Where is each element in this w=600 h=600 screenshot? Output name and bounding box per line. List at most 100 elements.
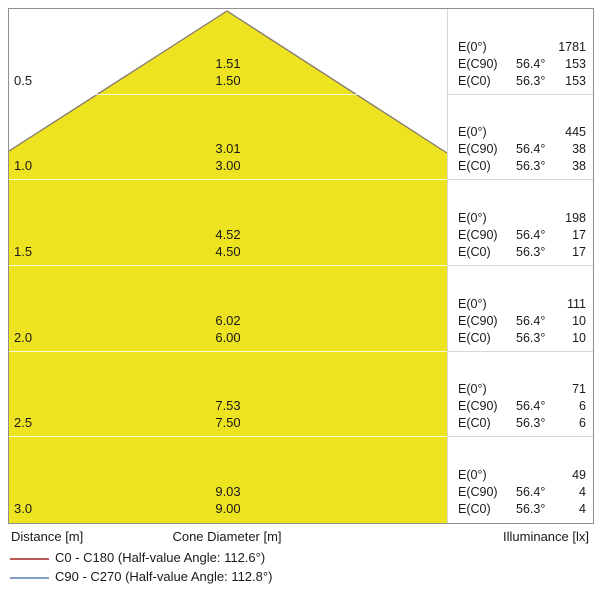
ec0-value: 38 <box>572 159 586 174</box>
ec0-label: E(C0) <box>458 159 491 174</box>
cone-diameter-c90: 1.51 <box>215 55 241 71</box>
ec0-angle: 56.3° <box>516 330 546 345</box>
distance-value: 1.5 <box>14 244 33 260</box>
cone-diameter-values: 3.01 3.00 <box>9 140 447 174</box>
light-cone-canvas <box>9 10 448 523</box>
cone-row-2.5m: 2.5 7.53 7.50 E(0°) 71 E(C90) 56.4° 6 E(C0)… <box>9 352 593 438</box>
ec0-value: 4 <box>579 502 586 517</box>
axis-labels: Distance [m] Cone Diameter [m] Illuminan… <box>8 529 593 545</box>
distance-value: 0.5 <box>14 72 33 88</box>
e0-value: 1781 <box>558 39 586 54</box>
ec0-value: 6 <box>579 416 586 431</box>
ec0-label: E(C0) <box>458 73 491 88</box>
ec90-label: E(C90) <box>458 56 498 71</box>
distance-rows: 0.5 1.51 1.50 E(0°) 1781 E(C90) 56.4° 153 E… <box>9 9 593 523</box>
illuminance-block: E(0°) 1781 E(C90) 56.4° 153 E(C0) 56.3° 153 <box>447 39 593 90</box>
cone-diameter-c90: 9.03 <box>215 484 241 500</box>
cone-row-3.0m: 3.0 9.03 9.00 E(0°) 49 E(C90) 56.4° 4 E(C0)… <box>9 437 593 523</box>
ec0-value: 17 <box>572 245 586 260</box>
ec90-label: E(C90) <box>458 485 498 500</box>
legend: C0 - C180 (Half-value Angle: 112.6°) C90… <box>8 549 428 587</box>
ec0-angle: 56.3° <box>516 245 546 260</box>
cone-diameter-c90: 6.02 <box>215 312 241 328</box>
cone-diameter-values: 6.02 6.00 <box>9 312 447 346</box>
e0-value: 198 <box>565 211 586 226</box>
ec90-label: E(C90) <box>458 399 498 414</box>
e0-label: E(0°) <box>458 468 487 483</box>
c90-c270-legend-label: C90 - C270 (Half-value Angle: 112.8°) <box>55 569 273 584</box>
illuminance-block: E(0°) 198 E(C90) 56.4° 17 E(C0) 56.3° 17 <box>447 210 593 261</box>
ec90-angle: 56.4° <box>516 228 546 243</box>
e0-label: E(0°) <box>458 125 487 140</box>
cone-diameter-values: 9.03 9.00 <box>9 483 447 517</box>
c0-c180-legend-label: C0 - C180 (Half-value Angle: 112.6°) <box>55 550 266 565</box>
ec90-value: 17 <box>572 228 586 243</box>
ec0-label: E(C0) <box>458 502 491 517</box>
ec90-value: 4 <box>579 485 586 500</box>
ec0-label: E(C0) <box>458 330 491 345</box>
legend-row-c0: C0 - C180 (Half-value Angle: 112.6°) <box>8 549 428 568</box>
cone-diameter-axis-label: Cone Diameter [m] <box>172 529 282 544</box>
distance-value: 1.0 <box>14 158 33 174</box>
illuminance-block: E(0°) 445 E(C90) 56.4° 38 E(C0) 56.3° 38 <box>447 124 593 175</box>
legend-row-c90: C90 - C270 (Half-value Angle: 112.8°) <box>8 568 428 587</box>
cone-diameter-values: 7.53 7.50 <box>9 397 447 431</box>
cone-diagram-plot: 0.5 1.51 1.50 E(0°) 1781 E(C90) 56.4° 153 E… <box>8 8 594 524</box>
ec90-value: 10 <box>572 313 586 328</box>
c90-c270-line-icon <box>10 577 49 579</box>
ec90-angle: 56.4° <box>516 485 546 500</box>
ec90-angle: 56.4° <box>516 56 546 71</box>
illuminance-block: E(0°) 49 E(C90) 56.4° 4 E(C0) 56.3° 4 <box>447 467 593 518</box>
cone-diameter-values: 4.52 4.50 <box>9 226 447 260</box>
cone-diameter-c0: 9.00 <box>215 501 241 517</box>
cone-diameter-c0: 7.50 <box>215 415 241 431</box>
light-cone-polygon <box>9 11 447 523</box>
distance-value: 2.0 <box>14 329 33 345</box>
illuminance-column-divider <box>447 9 448 523</box>
cone-row-2.0m: 2.0 6.02 6.00 E(0°) 111 E(C90) 56.4° 10 E(C… <box>9 266 593 352</box>
cone-diameter-c90: 7.53 <box>215 398 241 414</box>
ec90-value: 38 <box>572 142 586 157</box>
e0-label: E(0°) <box>458 211 487 226</box>
ec0-angle: 56.3° <box>516 416 546 431</box>
ec90-value: 6 <box>579 399 586 414</box>
ec90-label: E(C90) <box>458 228 498 243</box>
ec0-value: 10 <box>572 330 586 345</box>
cone-diameter-c0: 3.00 <box>215 158 241 174</box>
e0-value: 445 <box>565 125 586 140</box>
ec0-value: 153 <box>565 73 586 88</box>
ec90-value: 153 <box>565 56 586 71</box>
e0-label: E(0°) <box>458 382 487 397</box>
cone-row-1.5m: 1.5 4.52 4.50 E(0°) 198 E(C90) 56.4° 17 E(C… <box>9 180 593 266</box>
illuminance-block: E(0°) 71 E(C90) 56.4° 6 E(C0) 56.3° 6 <box>447 381 593 432</box>
ec90-label: E(C90) <box>458 313 498 328</box>
ec90-angle: 56.4° <box>516 142 546 157</box>
e0-label: E(0°) <box>458 39 487 54</box>
ec0-angle: 56.3° <box>516 73 546 88</box>
cone-diameter-c0: 6.00 <box>215 329 241 345</box>
e0-value: 111 <box>566 296 586 311</box>
cone-row-1.0m: 1.0 3.01 3.00 E(0°) 445 E(C90) 56.4° 38 E(C… <box>9 95 593 181</box>
cone-diameter-c0: 4.50 <box>215 244 241 260</box>
distance-value: 2.5 <box>14 415 33 431</box>
ec90-angle: 56.4° <box>516 399 546 414</box>
ec90-angle: 56.4° <box>516 313 546 328</box>
cone-row-0.5m: 0.5 1.51 1.50 E(0°) 1781 E(C90) 56.4° 153 E… <box>9 9 593 95</box>
distance-axis-label: Distance [m] <box>11 529 84 544</box>
cone-diameter-c90: 3.01 <box>215 141 241 157</box>
ec0-label: E(C0) <box>458 416 491 431</box>
cone-diameter-values: 1.51 1.50 <box>9 55 447 89</box>
illuminance-block: E(0°) 111 E(C90) 56.4° 10 E(C0) 56.3° 10 <box>447 296 593 347</box>
e0-label: E(0°) <box>458 296 487 311</box>
ec0-label: E(C0) <box>458 245 491 260</box>
ec0-angle: 56.3° <box>516 502 546 517</box>
ec0-angle: 56.3° <box>516 159 546 174</box>
cone-diameter-c0: 1.50 <box>215 72 241 88</box>
c0-c180-line-icon <box>10 558 49 560</box>
cone-diameter-c90: 4.52 <box>215 227 241 243</box>
e0-value: 49 <box>572 468 586 483</box>
cone-edge-outline <box>9 10 448 154</box>
distance-value: 3.0 <box>14 501 33 517</box>
e0-value: 71 <box>572 382 586 397</box>
ec90-label: E(C90) <box>458 142 498 157</box>
